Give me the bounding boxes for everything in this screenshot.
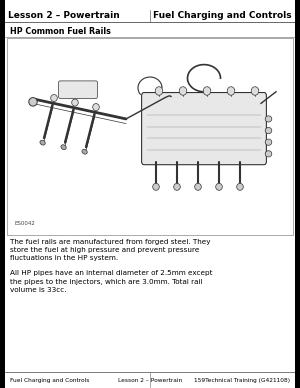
Ellipse shape	[179, 87, 187, 95]
Text: Lesson 2 – Powertrain: Lesson 2 – Powertrain	[8, 11, 120, 20]
Ellipse shape	[265, 127, 272, 133]
Ellipse shape	[237, 183, 243, 190]
FancyBboxPatch shape	[142, 92, 266, 165]
Ellipse shape	[227, 87, 235, 95]
Ellipse shape	[195, 183, 201, 190]
Ellipse shape	[40, 140, 45, 145]
Ellipse shape	[93, 104, 99, 111]
Ellipse shape	[153, 183, 159, 190]
Text: Fuel Charging and Controls: Fuel Charging and Controls	[10, 378, 89, 383]
Ellipse shape	[82, 149, 87, 154]
Ellipse shape	[61, 145, 66, 150]
Text: 159Technical Training (G421108): 159Technical Training (G421108)	[194, 378, 290, 383]
Text: Fuel Charging and Controls: Fuel Charging and Controls	[153, 11, 292, 20]
Ellipse shape	[251, 87, 259, 95]
Text: ES0042: ES0042	[14, 221, 35, 226]
Ellipse shape	[51, 95, 57, 102]
Text: Lesson 2 – Powertrain: Lesson 2 – Powertrain	[118, 378, 182, 383]
Ellipse shape	[265, 116, 272, 122]
Ellipse shape	[265, 139, 272, 145]
Ellipse shape	[29, 97, 37, 106]
Ellipse shape	[72, 99, 78, 106]
Bar	[295, 0, 300, 388]
Ellipse shape	[174, 183, 180, 190]
Ellipse shape	[203, 87, 211, 95]
Ellipse shape	[216, 183, 222, 190]
Ellipse shape	[155, 87, 163, 95]
Bar	[0, 0, 5, 388]
FancyBboxPatch shape	[58, 81, 98, 99]
Text: The fuel rails are manufactured from forged steel. They
store the fuel at high p: The fuel rails are manufactured from for…	[10, 239, 210, 261]
Text: All HP pipes have an internal diameter of 2.5mm except
the pipes to the injector: All HP pipes have an internal diameter o…	[10, 270, 212, 293]
Ellipse shape	[265, 151, 272, 157]
Bar	[7, 38, 293, 235]
Text: HP Common Fuel Rails: HP Common Fuel Rails	[10, 27, 111, 36]
